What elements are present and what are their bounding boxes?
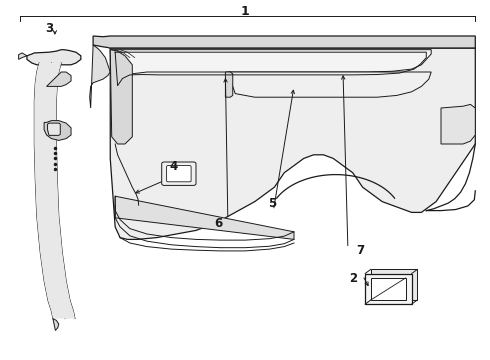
- Polygon shape: [48, 123, 60, 135]
- Text: 7: 7: [356, 244, 364, 257]
- Polygon shape: [228, 72, 431, 97]
- Polygon shape: [53, 319, 59, 330]
- FancyBboxPatch shape: [162, 162, 196, 185]
- Polygon shape: [90, 45, 110, 108]
- Polygon shape: [47, 72, 71, 86]
- Polygon shape: [371, 269, 417, 300]
- Text: 1: 1: [241, 5, 249, 18]
- Polygon shape: [34, 63, 75, 319]
- Polygon shape: [110, 50, 431, 90]
- Polygon shape: [225, 72, 233, 97]
- Polygon shape: [371, 278, 406, 300]
- Polygon shape: [27, 50, 81, 65]
- Polygon shape: [19, 53, 27, 59]
- Text: 4: 4: [170, 160, 178, 173]
- Text: 2: 2: [349, 273, 357, 285]
- FancyBboxPatch shape: [167, 166, 191, 182]
- Polygon shape: [441, 104, 475, 144]
- Text: 6: 6: [214, 217, 222, 230]
- Polygon shape: [115, 196, 294, 239]
- Text: 3: 3: [45, 22, 53, 35]
- Polygon shape: [93, 36, 475, 48]
- Polygon shape: [110, 48, 475, 239]
- Polygon shape: [44, 121, 71, 140]
- Polygon shape: [110, 50, 132, 144]
- Text: 5: 5: [268, 197, 276, 210]
- Polygon shape: [365, 274, 412, 304]
